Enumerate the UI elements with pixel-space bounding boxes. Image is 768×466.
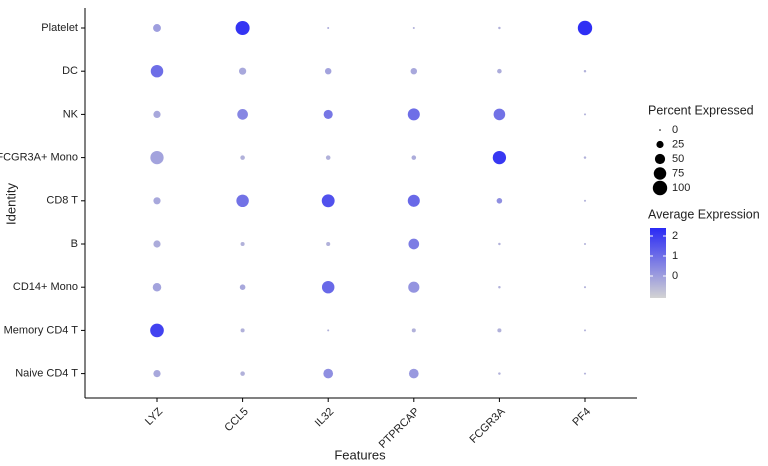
size-legend-dot — [654, 153, 666, 165]
dot — [583, 372, 587, 375]
size-legend-dot — [656, 140, 664, 149]
dot — [407, 108, 420, 121]
x-tick-label: PF4 — [570, 406, 593, 429]
x-tick-label: LYZ — [143, 405, 165, 427]
dot — [498, 242, 501, 246]
dot — [407, 194, 420, 207]
dot — [240, 328, 245, 333]
dot — [323, 109, 333, 119]
y-tick-label: B — [71, 238, 78, 250]
dot — [239, 67, 247, 75]
dot — [236, 194, 249, 208]
dot — [583, 113, 587, 116]
dot — [321, 194, 335, 208]
y-tick-label: DC — [62, 65, 78, 77]
dot — [321, 280, 335, 294]
size-legend-label: 75 — [672, 167, 684, 179]
dot — [583, 199, 587, 202]
dot — [150, 150, 164, 165]
x-tick-label: CCL5 — [222, 406, 250, 434]
dot — [412, 26, 415, 30]
dot — [411, 328, 416, 333]
dot — [153, 24, 161, 32]
dot — [408, 281, 420, 293]
y-tick-label: CD14+ Mono — [13, 281, 78, 293]
y-tick-label: FCGR3A+ Mono — [0, 152, 78, 164]
dot — [153, 110, 161, 118]
dot — [326, 241, 331, 247]
x-axis-title: Features — [334, 447, 386, 462]
dot — [152, 282, 162, 292]
dot — [583, 286, 587, 289]
color-tick-label: 2 — [672, 230, 678, 242]
y-tick-label: NK — [63, 108, 79, 120]
y-tick-label: Platelet — [41, 22, 78, 34]
size-legend-label: 50 — [672, 153, 684, 165]
size-legend-dot — [652, 180, 668, 196]
dot — [498, 372, 501, 375]
y-axis-title: Identity — [3, 183, 18, 225]
dot — [240, 371, 245, 376]
dot — [324, 67, 332, 75]
dot — [497, 328, 502, 333]
x-tick-label: FCGR3A — [468, 405, 509, 446]
dot — [240, 155, 245, 160]
dot — [583, 69, 587, 73]
color-bar — [650, 228, 666, 298]
x-tick-label: IL32 — [313, 406, 337, 430]
dot — [239, 284, 246, 290]
dot — [408, 368, 419, 379]
dot — [327, 329, 330, 332]
dot — [325, 155, 331, 160]
dot — [235, 20, 250, 36]
dot — [492, 150, 507, 165]
size-legend-label: 100 — [672, 182, 690, 194]
color-legend-title: Average Expression — [648, 207, 760, 221]
dot — [153, 370, 161, 378]
y-tick-label: Naive CD4 T — [15, 368, 78, 380]
dot — [153, 240, 161, 248]
dot — [497, 68, 502, 74]
dot — [408, 238, 420, 250]
y-tick-label: Memory CD4 T — [4, 324, 79, 336]
dot — [237, 109, 248, 120]
dot — [410, 67, 418, 75]
dot — [583, 329, 587, 332]
color-tick-label: 0 — [672, 270, 678, 282]
size-legend-dot — [653, 167, 667, 180]
dot — [498, 26, 501, 30]
dot — [153, 197, 161, 205]
size-legend-label: 25 — [672, 138, 684, 150]
dot — [323, 368, 334, 379]
x-tick-label: PTPRCAP — [377, 406, 422, 451]
dot — [150, 64, 164, 78]
dot — [498, 285, 501, 289]
size-legend-label: 0 — [672, 124, 678, 136]
dot — [583, 242, 587, 246]
dot — [327, 26, 330, 30]
dot — [496, 198, 503, 204]
size-legend-dot — [659, 129, 661, 131]
dot — [411, 155, 417, 160]
dot — [240, 241, 245, 247]
y-tick-label: CD8 T — [46, 195, 78, 207]
size-legend-title: Percent Expressed — [648, 103, 754, 117]
color-tick-label: 1 — [672, 250, 678, 262]
dot — [577, 20, 593, 36]
dot — [150, 323, 164, 338]
dot — [493, 108, 506, 121]
dot — [583, 156, 587, 159]
